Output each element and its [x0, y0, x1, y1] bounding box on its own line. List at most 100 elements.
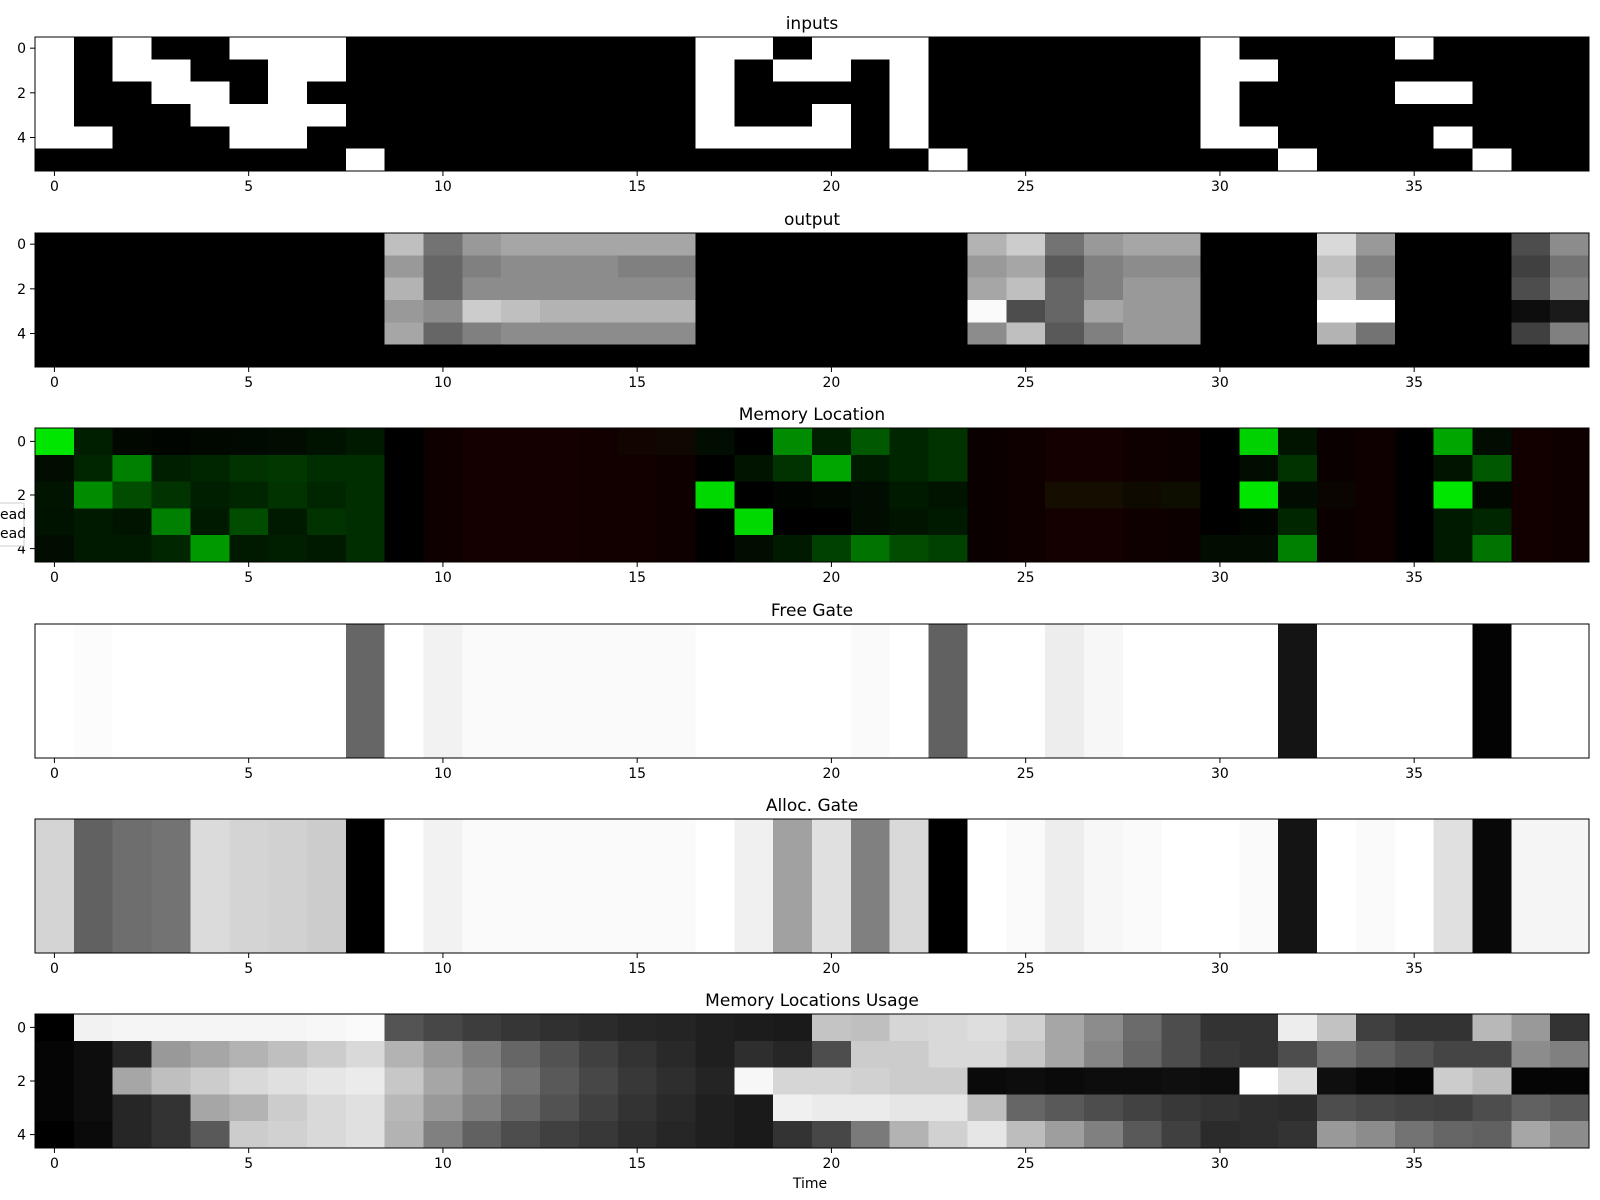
heatmap-cell — [1394, 1014, 1435, 1042]
heatmap-cell — [889, 1094, 930, 1122]
heatmap-cell — [850, 126, 891, 150]
heatmap-cell — [850, 59, 891, 83]
heatmap-cell — [812, 322, 852, 346]
heatmap-cell — [928, 255, 968, 279]
heatmap-cell — [306, 344, 347, 368]
heatmap-cell — [812, 277, 852, 301]
memory-locations-usage-cells — [35, 1014, 1590, 1149]
heatmap-cell — [229, 1067, 269, 1095]
heatmap-cell — [540, 148, 580, 172]
inputs-title: inputs — [786, 14, 839, 34]
heatmap-cell — [1355, 819, 1396, 954]
heatmap-cell — [773, 1094, 813, 1122]
heatmap-cell — [850, 104, 891, 127]
heatmap-cell — [112, 59, 153, 83]
heatmap-cell — [501, 148, 541, 172]
heatmap-cell — [229, 233, 269, 256]
heatmap-cell — [112, 81, 153, 105]
heatmap-cell — [773, 126, 813, 150]
heatmap-cell — [1122, 59, 1163, 83]
heatmap-cell — [1550, 624, 1590, 759]
heatmap-cell — [1239, 1014, 1279, 1042]
heatmap-cell — [1317, 277, 1357, 301]
heatmap-cell — [1239, 1040, 1279, 1069]
heatmap-cell — [229, 454, 269, 483]
heatmap-cell — [1550, 1121, 1590, 1149]
heatmap-cell — [1200, 277, 1240, 301]
heatmap-cell — [967, 428, 1007, 456]
heatmap-cell — [1317, 481, 1357, 509]
heatmap-cell — [928, 148, 968, 172]
heatmap-cell — [967, 322, 1007, 346]
heatmap-cell — [1161, 233, 1202, 256]
heatmap-cell — [1511, 344, 1551, 368]
heatmap-cell — [1511, 535, 1551, 563]
memory-location-cells — [35, 428, 1590, 563]
heatmap-cell — [1083, 277, 1124, 301]
heatmap-cell — [384, 1094, 425, 1122]
heatmap-cell — [306, 1094, 347, 1122]
heatmap-cell — [268, 59, 308, 83]
heatmap-cell — [1394, 59, 1435, 83]
x-tick-label: 25 — [1017, 766, 1035, 782]
heatmap-cell — [1239, 104, 1279, 127]
heatmap-cell — [850, 233, 891, 256]
heatmap-cell — [190, 1094, 230, 1122]
heatmap-cell — [1433, 1067, 1474, 1095]
heatmap-cell — [695, 59, 735, 83]
heatmap-cell — [462, 1094, 502, 1122]
heatmap-cell — [1239, 1067, 1279, 1095]
heatmap-cell — [1317, 819, 1357, 954]
heatmap-cell — [1433, 255, 1474, 279]
heatmap-cell — [540, 37, 580, 60]
heatmap-cell — [35, 37, 75, 60]
heatmap-cell — [73, 481, 114, 509]
heatmap-cell — [1122, 126, 1163, 150]
heatmap-cell — [112, 624, 153, 759]
heatmap-cell — [578, 277, 619, 301]
heatmap-cell — [462, 81, 502, 105]
heatmap-cell — [812, 535, 852, 563]
heatmap-cell — [1006, 37, 1046, 60]
heatmap-cell — [35, 255, 75, 279]
heatmap-cell — [850, 1067, 891, 1095]
alloc-gate-title: Alloc. Gate — [766, 796, 858, 816]
heatmap-cell — [190, 322, 230, 346]
panel-memory-locations-usage: Memory Locations Usage 0 5 10 15 20 25 30 35 0 2 4 — [17, 991, 1590, 1172]
heatmap-cell — [889, 1067, 930, 1095]
heatmap-cell — [1200, 37, 1240, 60]
heatmap-cell — [1161, 37, 1202, 60]
heatmap-cell — [967, 481, 1007, 509]
heatmap-cell — [73, 508, 114, 536]
heatmap-cell — [268, 277, 308, 301]
y-tick-label: 4 — [17, 131, 26, 147]
heatmap-cell — [656, 126, 697, 150]
heatmap-cell — [190, 819, 230, 954]
heatmap-cell — [1278, 277, 1318, 301]
heatmap-cell — [73, 300, 114, 323]
heatmap-cell — [1394, 322, 1435, 346]
heatmap-cell — [1239, 819, 1279, 954]
heatmap-cell — [268, 624, 308, 759]
heatmap-cell — [268, 535, 308, 563]
heatmap-cell — [1083, 508, 1124, 536]
heatmap-cell — [928, 1067, 968, 1095]
heatmap-cell — [1006, 59, 1046, 83]
heatmap-cell — [540, 1014, 580, 1042]
heatmap-cell — [1083, 1121, 1124, 1149]
x-tick-label: 25 — [1017, 179, 1035, 195]
heatmap-cell — [656, 819, 697, 954]
heatmap-cell — [268, 508, 308, 536]
heatmap-cell — [1511, 126, 1551, 150]
heatmap-cell — [1006, 481, 1046, 509]
heatmap-cell — [1472, 81, 1512, 105]
heatmap-cell — [889, 1040, 930, 1069]
heatmap-cell — [578, 59, 619, 83]
heatmap-cell — [967, 126, 1007, 150]
heatmap-cell — [1122, 344, 1163, 368]
heatmap-cell — [1083, 233, 1124, 256]
heatmap-cell — [1355, 322, 1396, 346]
heatmap-cell — [1161, 1014, 1202, 1042]
free-gate-frame — [34, 623, 1590, 759]
heatmap-cell — [850, 454, 891, 483]
